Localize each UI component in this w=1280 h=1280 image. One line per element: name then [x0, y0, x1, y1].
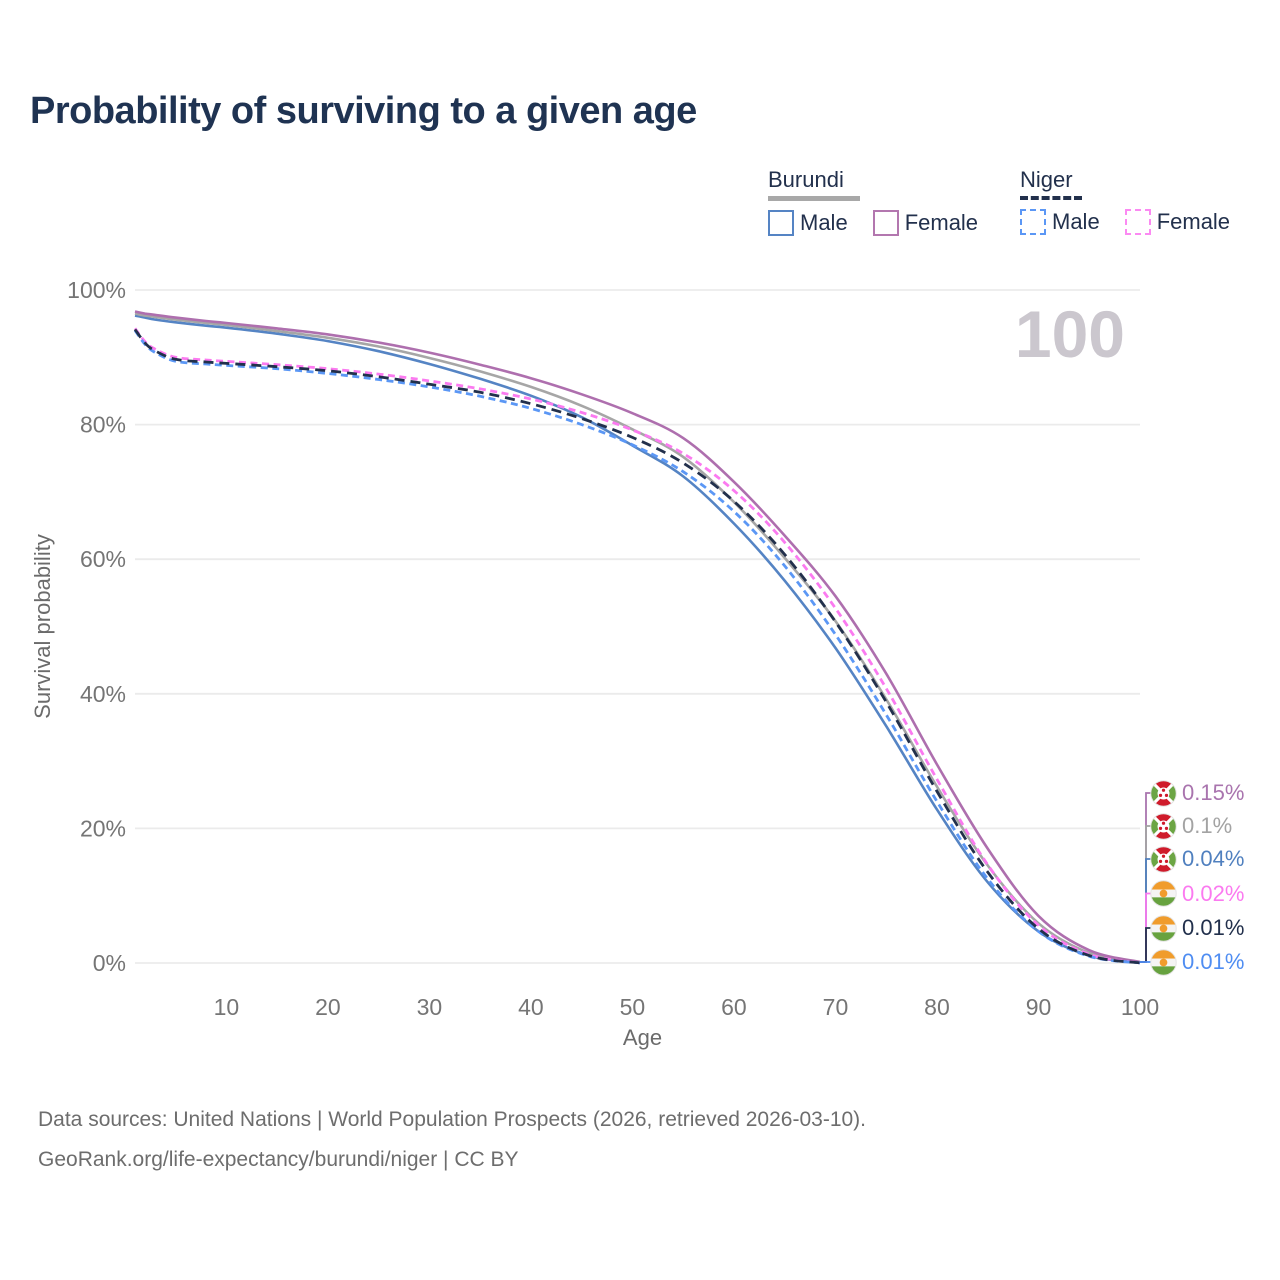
- burundi-flag-icon: [1150, 812, 1177, 840]
- end-label-value: 0.02%: [1182, 880, 1245, 906]
- y-tick-label: 80%: [80, 412, 126, 438]
- niger-male-swatch-box: [1020, 209, 1046, 235]
- legend-item-label: Female: [1156, 209, 1231, 234]
- end-label-Niger Female: 0.02%: [1150, 880, 1244, 908]
- survival-probability-chart: 0% 20% 40% 60% 80% 100% 10 20 30 40 50 60 70 80 90 100 A…: [30, 277, 1159, 1050]
- end-label-value: 0.01%: [1182, 915, 1245, 940]
- footer-url-line: GeoRank.org/life-expectancy/burundi/nige…: [38, 1148, 519, 1171]
- legend-item-label: Male: [800, 210, 848, 235]
- burundi-flag-icon: [1150, 845, 1177, 873]
- niger-flag-icon: [1150, 948, 1177, 976]
- legend-item-niger-male[interactable]: Male: [1020, 209, 1100, 235]
- x-tick-label: 20: [315, 994, 341, 1020]
- end-label-Burundi (both sexes): 0.1%: [1150, 812, 1232, 840]
- x-tick-label: 80: [924, 994, 950, 1020]
- x-tick-label: 100: [1121, 994, 1159, 1020]
- legend-item-burundi-male[interactable]: Male: [768, 210, 848, 236]
- x-tick-label: 30: [417, 994, 443, 1020]
- y-tick-label: 0%: [93, 950, 126, 976]
- niger-dashed-line-swatch: [1020, 196, 1082, 200]
- x-axis-title: Age: [623, 1025, 662, 1050]
- legend-item-label: Male: [1052, 209, 1100, 234]
- niger-female-swatch-box: [1124, 209, 1151, 235]
- y-tick-label: 100%: [67, 277, 126, 303]
- burundi-female-swatch-box: [872, 210, 899, 236]
- burundi-flag-icon: [1150, 779, 1177, 807]
- x-tick-label: 10: [214, 994, 240, 1020]
- y-tick-label: 60%: [80, 546, 126, 572]
- series-line-burundi-female: [134, 310, 1141, 964]
- end-label-value: 0.04%: [1182, 846, 1245, 871]
- age-counter-watermark: 100: [1014, 297, 1125, 371]
- burundi-male-swatch-box: [768, 210, 794, 236]
- series-line-niger-average: [133, 328, 1141, 965]
- legend-item-niger-female[interactable]: Female: [1124, 209, 1231, 235]
- end-label-value: 0.01%: [1182, 949, 1245, 974]
- end-label-Niger Male: 0.01%: [1150, 948, 1244, 976]
- legend-group-label: Niger: [1020, 167, 1073, 192]
- legend-group-burundi: Burundi Male Female: [768, 167, 978, 236]
- series-line-burundi-male: [134, 314, 1141, 964]
- page-title: Probability of surviving to a given age: [30, 90, 697, 132]
- burundi-solid-line-swatch: [768, 196, 860, 201]
- y-tick-label: 20%: [80, 815, 126, 841]
- x-tick-label: 50: [620, 994, 646, 1020]
- x-tick-label: 40: [518, 994, 544, 1020]
- x-tick-label: 90: [1026, 994, 1052, 1020]
- y-axis-title: Survival probability: [30, 534, 55, 719]
- end-label-Niger (both sexes): 0.01%: [1150, 914, 1244, 942]
- end-label-value: 0.15%: [1182, 780, 1245, 805]
- y-tick-label: 40%: [80, 681, 126, 707]
- niger-flag-icon: [1150, 880, 1177, 907]
- x-tick-label: 60: [721, 994, 747, 1020]
- niger-flag-icon: [1150, 914, 1177, 942]
- end-label-Burundi Male: 0.04%: [1150, 845, 1244, 873]
- series-line-niger-female: [133, 327, 1141, 965]
- series-line-niger-male: [133, 329, 1141, 965]
- legend-group-label: Burundi: [768, 167, 844, 192]
- legend-item-burundi-female[interactable]: Female: [872, 210, 979, 236]
- legend-item-label: Female: [904, 210, 979, 235]
- footer-source-line: Data sources: United Nations | World Pop…: [38, 1108, 867, 1131]
- end-label-value: 0.1%: [1182, 813, 1233, 838]
- legend-group-niger: Niger Male Female: [1020, 167, 1230, 235]
- series-line-burundi-average: [134, 312, 1141, 964]
- x-tick-label: 70: [823, 994, 849, 1020]
- end-label-Burundi Female: 0.15%: [1150, 779, 1244, 807]
